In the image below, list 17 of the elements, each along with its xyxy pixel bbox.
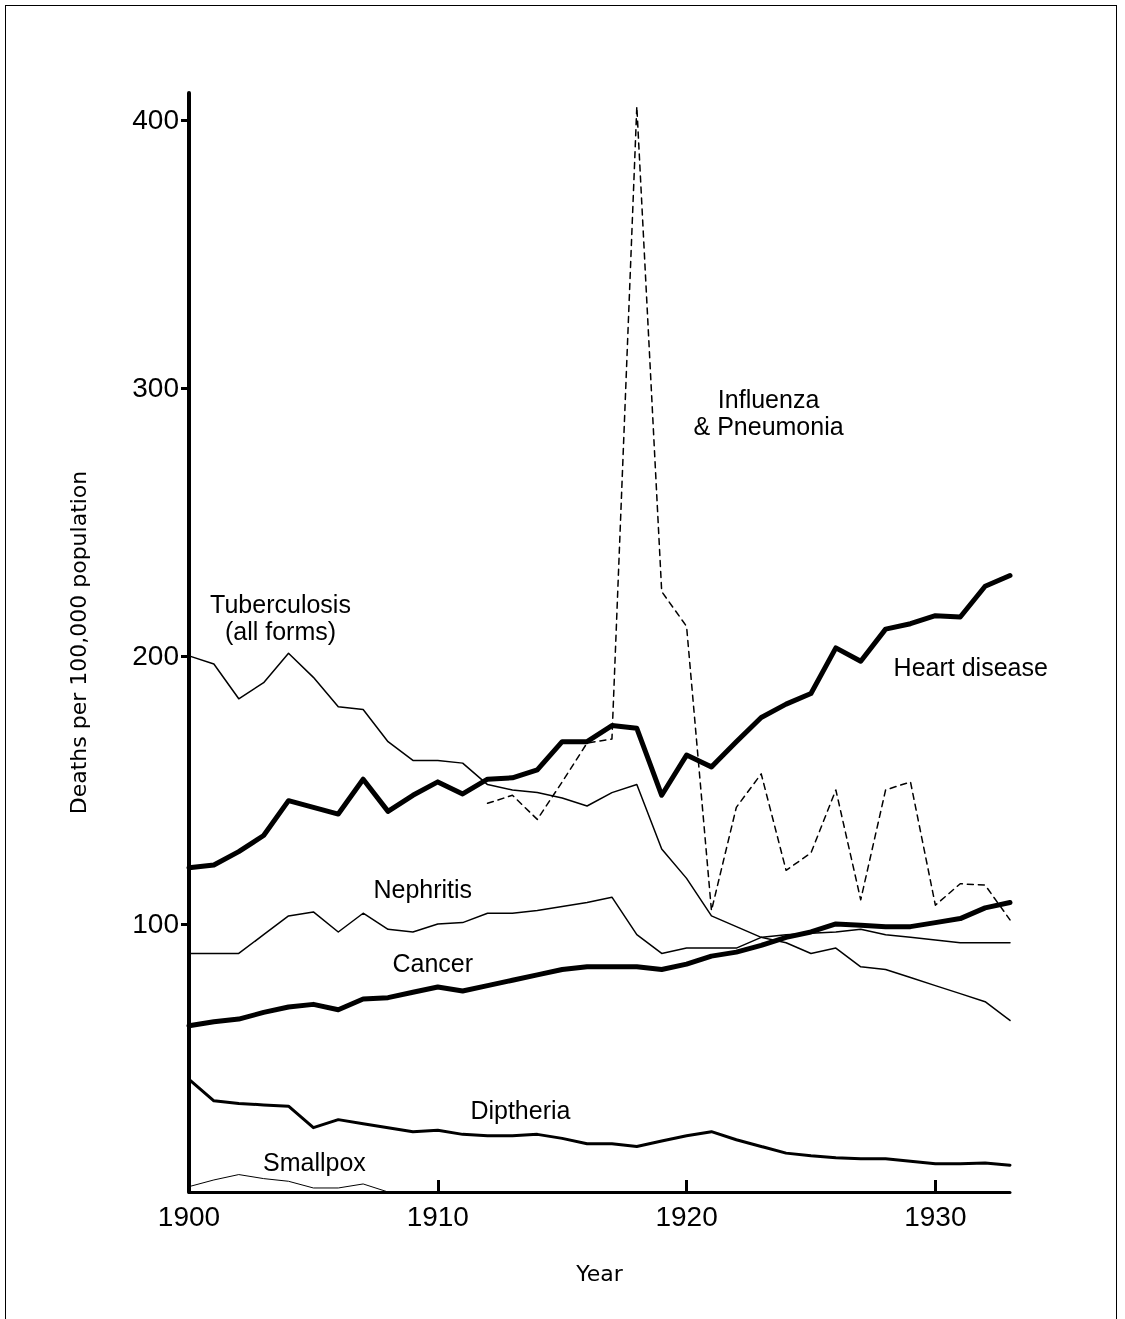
y-tick-label: 400 bbox=[132, 104, 179, 136]
x-axis-title: Year bbox=[575, 1260, 624, 1286]
y-tick-label: 200 bbox=[132, 640, 179, 672]
series-label: Influenza & Pneumonia bbox=[693, 384, 844, 440]
x-tick-label: 1910 bbox=[406, 1200, 469, 1232]
series-label: Smallpox bbox=[262, 1147, 367, 1176]
x-tick-label: 1920 bbox=[655, 1200, 718, 1232]
series-label: Diptheria bbox=[470, 1095, 571, 1124]
y-tick-label: 100 bbox=[132, 908, 179, 940]
series-label: Nephritis bbox=[373, 874, 473, 903]
series-label: Heart disease bbox=[893, 653, 1048, 682]
series-label: Cancer bbox=[392, 948, 474, 977]
x-tick-label: 1930 bbox=[904, 1200, 967, 1232]
series-label: Tuberculosis (all forms) bbox=[210, 589, 351, 645]
y-axis-title: Deaths per 100,000 population bbox=[65, 470, 91, 815]
x-tick-label: 1900 bbox=[157, 1200, 221, 1232]
y-tick-label: 300 bbox=[132, 372, 179, 404]
